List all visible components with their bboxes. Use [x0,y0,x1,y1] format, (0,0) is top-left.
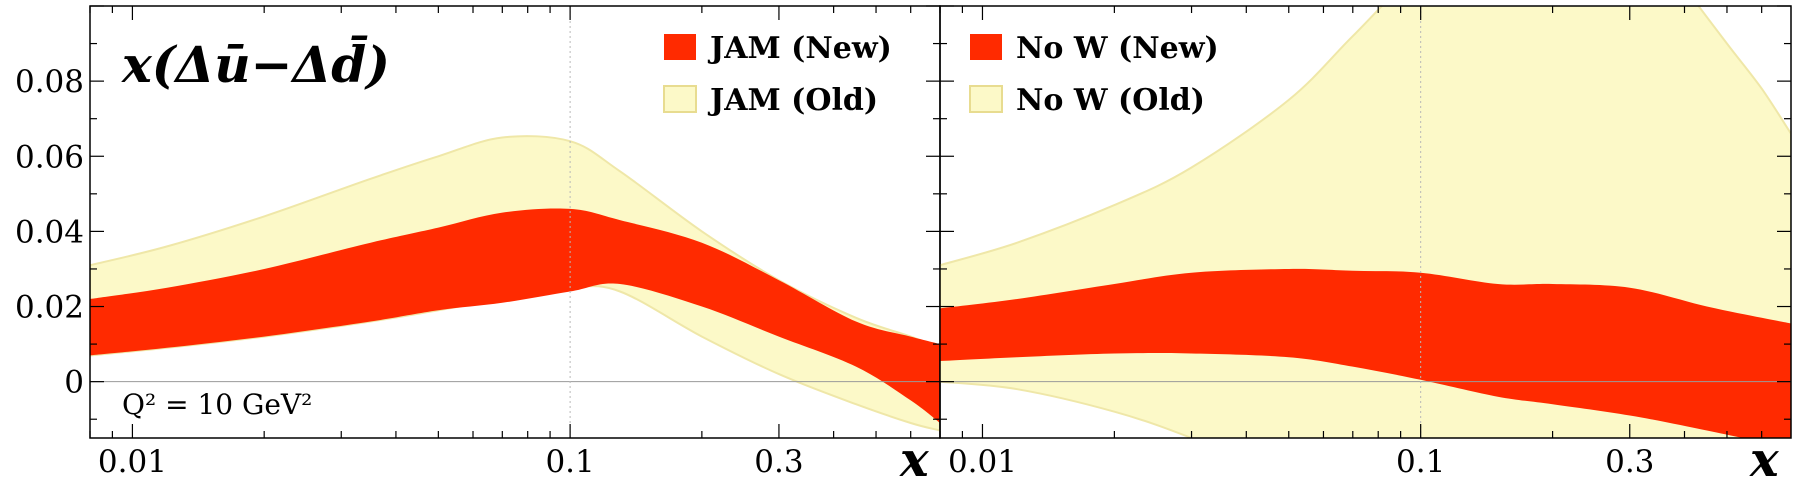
left-panel-ticks [89,5,940,438]
y-tick-label: 0.04 [15,214,84,250]
legend-swatch-no-w-old [969,85,1003,113]
right-panel-legend: No W (New) No W (Old) [969,31,1219,118]
legend-swatch-jam-new [664,34,696,60]
right-panel-frame [939,5,1792,439]
legend-label-jam-new: JAM (New) [707,31,892,66]
legend-label-no-w-old: No W (Old) [1016,83,1205,118]
y-tick-label: 0.02 [15,290,84,326]
legend-label-jam-old: JAM (Old) [707,83,878,118]
left-panel-title: x(Δū−Δd̄) [121,34,390,94]
right-panel: 0.01 0.1 0.3 x No W (New) No W (Old) [939,5,1792,488]
y-tick-label: 0 [64,365,84,401]
left-panel: 0.01 0.1 0.3 0 0.02 0.04 0.06 0.08 x(Δū−Δd̄) Q²… [15,5,941,488]
right-panel-bands [940,6,1791,438]
x-tick-label: 0.3 [754,444,803,480]
band-no-w-old [940,6,1791,438]
legend-swatch-jam-old [663,85,697,113]
right-panel-tick-labels: 0.01 0.1 0.3 [948,444,1654,480]
left-panel-reference-lines [90,6,940,438]
q2-annotation: Q² = 10 GeV² [122,388,312,421]
x-tick-label: 0.1 [1396,444,1445,480]
right-panel-reference-lines [940,6,1791,438]
y-tick-label: 0.08 [15,64,84,100]
left-panel-x-axis-title: x [899,432,930,488]
x-tick-label: 0.3 [1605,444,1654,480]
x-tick-label: 0.1 [545,444,594,480]
legend-label-no-w-new: No W (New) [1016,31,1219,66]
y-tick-label: 0.06 [15,139,84,175]
x-tick-label: 0.01 [948,444,1017,480]
band-no-w-new [940,268,1791,438]
band-jam-new [90,208,940,423]
left-panel-legend: JAM (New) JAM (Old) [663,31,892,118]
right-panel-x-axis-title: x [1749,432,1780,488]
left-panel-tick-labels: 0.01 0.1 0.3 0 0.02 0.04 0.06 0.08 [15,64,804,480]
left-panel-bands [90,135,940,432]
x-tick-label: 0.01 [98,444,167,480]
legend-swatch-no-w-new [970,34,1002,60]
right-panel-ticks [939,5,1791,438]
